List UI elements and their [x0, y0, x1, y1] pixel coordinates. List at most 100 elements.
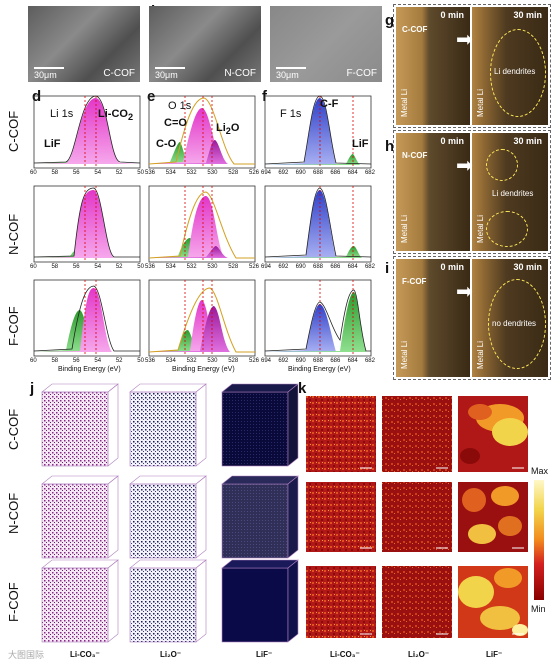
time-label: 0 min: [440, 262, 464, 272]
tof-map-ccof-lif: [458, 396, 528, 472]
optical-0min-ncof: 0 min N-COF Metal Li: [396, 133, 470, 251]
dendrite-oval: [486, 149, 518, 181]
xps-e-ncof: [148, 185, 256, 263]
tick: 528: [228, 264, 239, 270]
xps-d-peak-lico: Li-CO2: [98, 108, 133, 122]
colorbar-min: Min: [531, 604, 546, 614]
xps-e-ticks-1: 536 534 532 530 528 526: [145, 170, 259, 176]
scale-bar: [276, 67, 306, 69]
tick: 684: [347, 170, 358, 176]
xps-e-ticks-3: 536 534 532 530 528 526: [145, 358, 259, 364]
tick: 56: [72, 170, 80, 176]
tick: 692: [278, 170, 289, 176]
sem-image-ccof: 30μm C-COF: [28, 6, 140, 82]
tick: 530: [207, 358, 218, 364]
tick: 534: [165, 170, 176, 176]
tick: 690: [295, 264, 306, 270]
tick: 528: [228, 170, 239, 176]
sem-tag-ccof: C-COF: [103, 68, 135, 79]
tick: 58: [51, 264, 59, 270]
xps-d-fcof: [33, 279, 141, 357]
dendrite-note: Li dendrites: [492, 189, 534, 198]
xps-e-title: O 1s: [168, 100, 192, 112]
tick: 684: [347, 264, 358, 270]
tick: 694: [261, 358, 272, 364]
species-label-j-li2o: Li₂O⁻: [160, 650, 182, 659]
panel-label-k: k: [298, 380, 307, 397]
tick: 526: [248, 358, 259, 364]
tick: 526: [248, 264, 259, 270]
xps-d-title: Li 1s: [50, 108, 74, 120]
tof-cube-ccof-lico3: [41, 383, 119, 467]
tick: 54: [94, 170, 102, 176]
panel-label-d: d: [32, 88, 42, 105]
tof-cube-ccof-li2o: [129, 383, 207, 467]
optical-box-ncof: 0 min N-COF Metal Li 30 min Metal Li Li …: [393, 130, 551, 254]
dendrite-oval: [488, 279, 546, 369]
scale-bar: [34, 67, 64, 69]
tick: 60: [30, 264, 37, 270]
tick: 50: [137, 170, 144, 176]
xps-e-peak-co-double: C=O: [164, 117, 187, 129]
optical-name: C-COF: [402, 25, 428, 34]
xps-d-peak-lico-text: Li-CO: [98, 108, 128, 120]
tick: 532: [186, 170, 197, 176]
tick: 50: [137, 264, 144, 270]
tof-map-fcof-lif: [458, 566, 528, 638]
xps-f-xlabel: Binding Energy (eV): [288, 366, 351, 373]
xps-d-ticks-1: 60 58 56 54 52 50: [30, 170, 144, 176]
xps-d-peak-lico-sub: 2: [127, 112, 134, 123]
colorbar-max: Max: [531, 466, 549, 476]
sem-image-fcof: 30μm F-COF: [270, 6, 382, 82]
xps-e-peak-co-single: C-O: [156, 138, 177, 150]
tick: 694: [261, 264, 272, 270]
tick: 688: [312, 170, 323, 176]
optical-0min-ccof: 0 min C-COF Metal Li: [396, 7, 470, 125]
tick: 682: [364, 264, 375, 270]
xps-e-fcof: [148, 279, 256, 357]
colorbar: [534, 480, 544, 600]
tof-cube-ccof-lif: [221, 383, 299, 467]
species-label-j-lico3: Li-CO₃⁻: [70, 650, 100, 659]
tick: 694: [261, 170, 272, 176]
time-label: 30 min: [513, 262, 542, 272]
tof-cube-fcof-lico3: [41, 559, 119, 643]
species-label-k-li2o: Li₂O⁻: [408, 650, 430, 659]
tick: 60: [30, 358, 37, 364]
tick: 52: [115, 170, 123, 176]
tick: 536: [145, 264, 156, 270]
optical-name: N-COF: [402, 151, 428, 160]
optical-30min-ccof: 30 min Metal Li Li dendrites: [472, 7, 548, 125]
tick: 54: [94, 358, 102, 364]
tick: 690: [295, 170, 306, 176]
tof-map-ncof-lico3: [306, 482, 376, 552]
xps-e-peak-li2o-sub: 2: [225, 126, 231, 137]
xps-e-peak-li2o-end: O: [230, 122, 240, 134]
arrow-right-icon: ➡: [456, 29, 473, 51]
tick: 530: [207, 170, 218, 176]
tick: 534: [165, 358, 176, 364]
tick: 536: [145, 358, 156, 364]
xps-d-peak-lif: LiF: [44, 138, 61, 150]
tick: 682: [364, 170, 375, 176]
xps-e-peak-li2o: Li2O: [216, 122, 239, 136]
tick: 536: [145, 170, 156, 176]
tick: 52: [115, 264, 123, 270]
tick: 532: [186, 264, 197, 270]
panel-label-f: f: [262, 88, 267, 105]
xps-f-ticks-2: 694 692 690 688 686 684 682: [261, 264, 375, 270]
dendrite-oval: [490, 29, 546, 117]
panel-label-h: h: [385, 138, 395, 155]
tof-cube-ncof-li2o: [129, 475, 207, 559]
tof-map-fcof-li2o: [382, 566, 452, 638]
xps-d-ccof: [33, 95, 141, 169]
scale-text: 30μm: [34, 70, 57, 80]
arrow-right-icon: ➡: [456, 155, 473, 177]
tof-map-ncof-li2o: [382, 482, 452, 552]
tick: 54: [94, 264, 102, 270]
tof-map-fcof-lico3: [306, 566, 376, 638]
tick: 528: [228, 358, 239, 364]
tick: 688: [312, 358, 323, 364]
optical-0min-fcof: 0 min F-COF Metal Li: [396, 259, 470, 377]
